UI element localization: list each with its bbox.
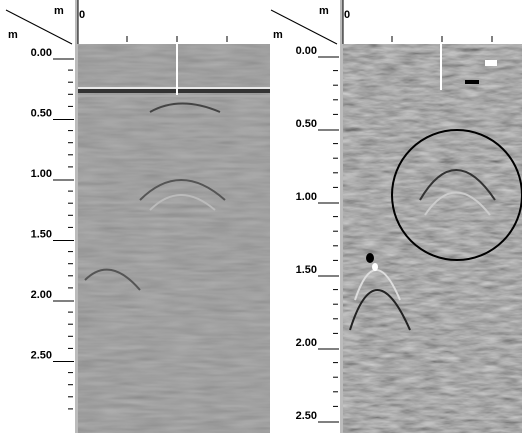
x-unit: m xyxy=(54,5,64,17)
depth-label: 0.50 xyxy=(296,118,317,130)
depth-unit: m xyxy=(273,29,283,41)
depth-label: 1.00 xyxy=(296,191,317,203)
depth-label: 1.00 xyxy=(31,168,52,180)
x-origin: 0 xyxy=(79,9,85,21)
depth-label: 0.00 xyxy=(296,45,317,57)
depth-label: 2.00 xyxy=(296,337,317,349)
x-origin: 0 xyxy=(344,9,350,21)
depth-label: 1.50 xyxy=(31,229,52,241)
depth-label: 2.00 xyxy=(31,289,52,301)
depth-ruler xyxy=(340,0,343,433)
depth-label: 2.50 xyxy=(296,410,317,422)
depth-label: 0.50 xyxy=(31,108,52,120)
depth-unit: m xyxy=(8,29,18,41)
depth-label: 0.00 xyxy=(31,47,52,59)
depth-label: 1.50 xyxy=(296,264,317,276)
depth-ruler xyxy=(75,0,78,433)
radargram-view: m m 0 0.00 0.50 1.00 1.50 2.00 2.50 m m 0 0.00 0.50 1.… xyxy=(0,0,522,433)
depth-label: 2.50 xyxy=(31,350,52,362)
radargram-right xyxy=(343,40,522,433)
x-unit: m xyxy=(319,5,329,17)
radargram-left xyxy=(78,40,270,433)
